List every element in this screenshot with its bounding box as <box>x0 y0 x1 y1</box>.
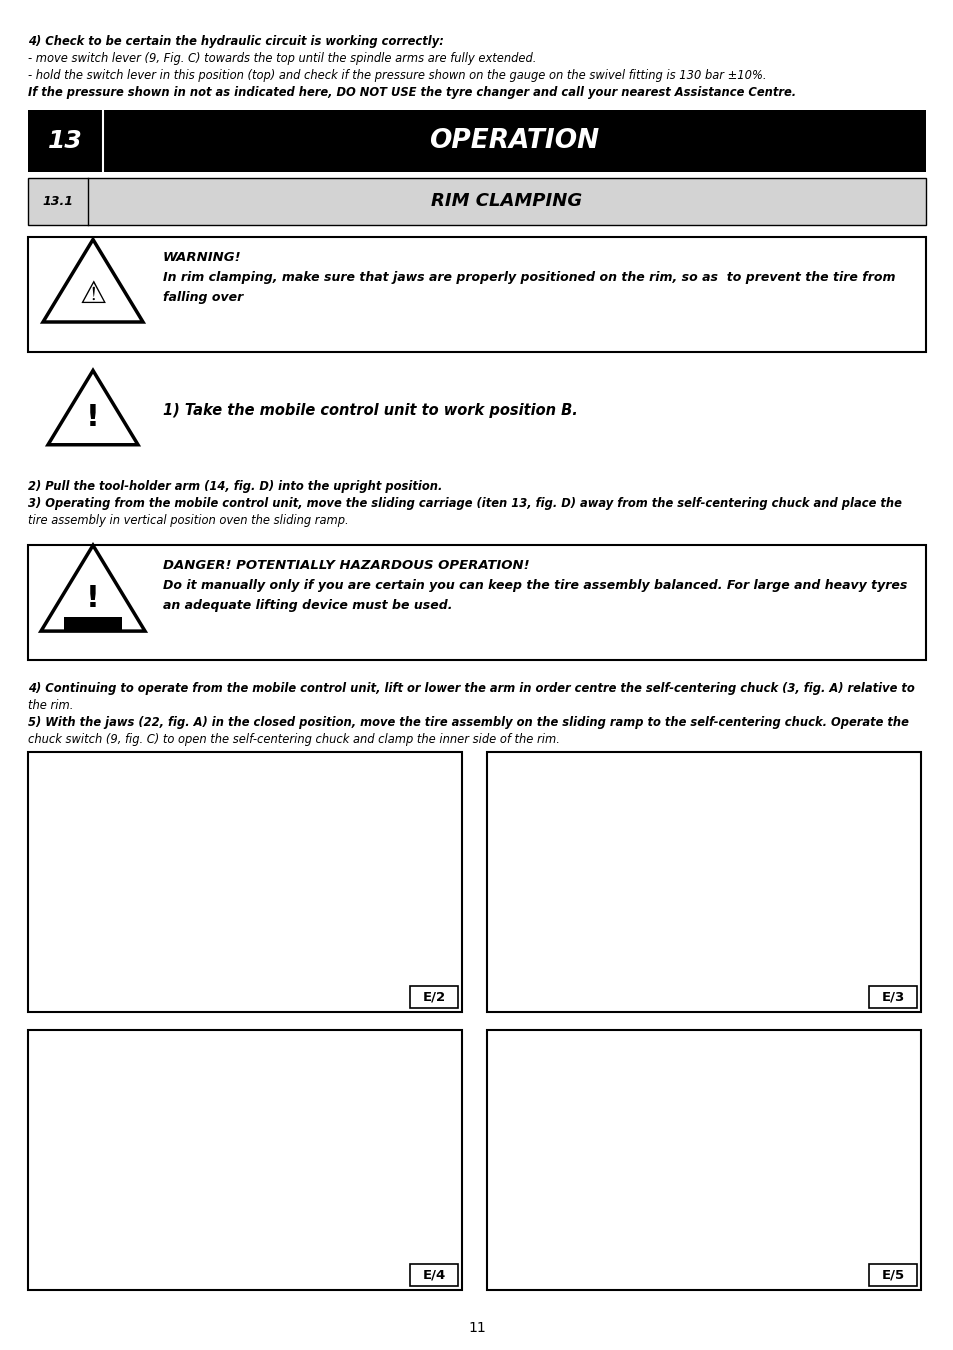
Bar <box>28 752 461 1012</box>
Text: WARNING!: WARNING! <box>163 251 241 265</box>
Bar <box>868 1264 916 1287</box>
Text: 13: 13 <box>48 130 82 153</box>
Bar <box>868 986 916 1008</box>
Text: 4) Check to be certain the hydraulic circuit is working correctly:: 4) Check to be certain the hydraulic cir… <box>28 35 443 49</box>
Text: the rim.: the rim. <box>28 699 73 711</box>
Bar <box>410 1264 457 1287</box>
Text: OPERATION: OPERATION <box>429 128 598 154</box>
Text: falling over: falling over <box>163 292 243 304</box>
Text: Do it manually only if you are certain you can keep the tire assembly balanced. : Do it manually only if you are certain y… <box>163 579 906 593</box>
Text: In rim clamping, make sure that jaws are properly positioned on the rim, so as  : In rim clamping, make sure that jaws are… <box>163 271 895 284</box>
Text: E/5: E/5 <box>881 1269 903 1281</box>
Text: chuck switch (9, fig. C) to open the self-centering chuck and clamp the inner si: chuck switch (9, fig. C) to open the sel… <box>28 733 559 747</box>
Text: E/4: E/4 <box>422 1269 445 1281</box>
Bar <box>410 986 457 1008</box>
Text: 3) Operating from the mobile control unit, move the sliding carriage (iten 13, f: 3) Operating from the mobile control uni… <box>28 497 901 510</box>
Text: 2) Pull the tool-holder arm (14, fig. D) into the upright position.: 2) Pull the tool-holder arm (14, fig. D)… <box>28 481 442 493</box>
Text: 1) Take the mobile control unit to work position B.: 1) Take the mobile control unit to work … <box>163 402 578 417</box>
Text: E/2: E/2 <box>422 991 445 1003</box>
Text: - hold the switch lever in this position (top) and check if the pressure shown o: - hold the switch lever in this position… <box>28 69 765 82</box>
Text: - move switch lever (9, Fig. C) towards the top until the spindle arms are fully: - move switch lever (9, Fig. C) towards … <box>28 53 536 65</box>
Text: an adequate lifting device must be used.: an adequate lifting device must be used. <box>163 599 452 612</box>
Bar <box>65 617 121 630</box>
Bar <box>486 752 920 1012</box>
Text: 5) With the jaws (22, fig. A) in the closed position, move the tire assembly on : 5) With the jaws (22, fig. A) in the clo… <box>28 716 908 729</box>
Bar <box>28 238 925 352</box>
Bar <box>28 545 925 660</box>
Bar <box>486 1030 920 1291</box>
Text: DANGER! POTENTIALLY HAZARDOUS OPERATION!: DANGER! POTENTIALLY HAZARDOUS OPERATION! <box>163 559 529 572</box>
Bar <box>28 178 925 225</box>
Text: E/3: E/3 <box>881 991 903 1003</box>
Text: !: ! <box>86 583 100 613</box>
Text: ⚠: ⚠ <box>79 279 107 309</box>
Text: 13.1: 13.1 <box>43 194 73 208</box>
Text: 4) Continuing to operate from the mobile control unit, lift or lower the arm in : 4) Continuing to operate from the mobile… <box>28 682 914 695</box>
Text: !: ! <box>86 404 100 432</box>
Text: If the pressure shown in not as indicated here, DO NOT USE the tyre changer and : If the pressure shown in not as indicate… <box>28 86 796 99</box>
Bar <box>28 1030 461 1291</box>
Text: tire assembly in vertical position oven the sliding ramp.: tire assembly in vertical position oven … <box>28 514 348 526</box>
Text: RIM CLAMPING: RIM CLAMPING <box>431 193 582 211</box>
Polygon shape <box>41 545 145 630</box>
Text: 11: 11 <box>468 1322 485 1335</box>
Bar <box>28 109 925 171</box>
